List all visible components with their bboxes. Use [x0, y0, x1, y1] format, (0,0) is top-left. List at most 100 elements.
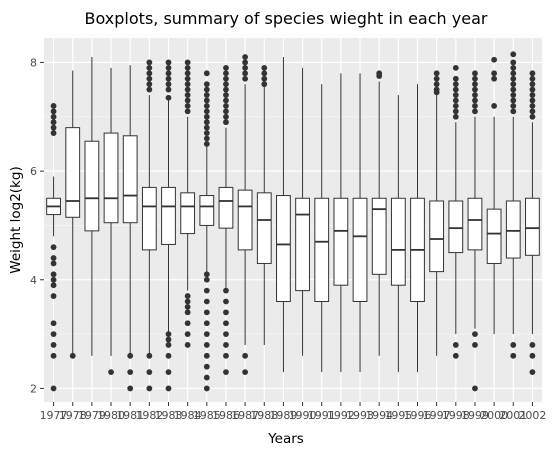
outlier-point	[261, 70, 268, 77]
outlier-point	[529, 113, 536, 120]
outlier-point	[203, 342, 210, 348]
outlier-point	[223, 309, 229, 316]
x-axis-ticks: 1977197819791980198119821983198419851986…	[40, 402, 546, 422]
outlier-point	[203, 97, 210, 104]
outlier-point	[529, 108, 536, 115]
outlier-point	[242, 352, 249, 359]
outlier-point	[433, 81, 440, 88]
outlier-point	[472, 86, 478, 93]
x-tick-label: 2000	[480, 409, 508, 422]
outlier-point	[510, 70, 517, 77]
x-tick-label: 1992	[327, 409, 355, 422]
outlier-point	[223, 86, 229, 93]
x-tick-label: 1989	[269, 409, 297, 422]
box-1993	[352, 73, 368, 373]
x-tick-label: 1997	[423, 409, 451, 422]
iqr-box	[122, 135, 138, 224]
x-tick-label: 1982	[135, 409, 163, 422]
outlier-point	[472, 385, 478, 392]
outlier-point	[127, 385, 134, 392]
box-1981	[122, 65, 138, 392]
outlier-point	[184, 81, 191, 88]
box-1977	[46, 103, 61, 392]
box-1978	[65, 70, 81, 359]
iqr-box	[448, 200, 464, 254]
outlier-point	[261, 75, 268, 82]
outlier-point	[184, 108, 191, 115]
iqr-box	[467, 197, 483, 251]
box-2002	[525, 70, 540, 376]
outlier-point	[50, 320, 57, 327]
iqr-box	[256, 192, 272, 264]
outlier-point	[529, 86, 536, 93]
outlier-point	[472, 103, 478, 109]
outlier-point	[203, 320, 210, 327]
box-1994	[371, 70, 387, 356]
iqr-box	[352, 197, 368, 302]
box-1996	[410, 84, 425, 373]
outlier-point	[510, 97, 517, 104]
box-1987	[237, 54, 253, 376]
iqr-box	[505, 200, 521, 259]
x-tick-label: 1980	[97, 409, 125, 422]
outlier-point	[184, 92, 191, 98]
iqr-box	[103, 132, 119, 224]
outlier-point	[491, 75, 498, 82]
outlier-point	[165, 342, 172, 348]
outlier-point	[50, 276, 57, 283]
outlier-point	[261, 81, 268, 88]
outlier-point	[472, 342, 478, 348]
outlier-point	[146, 81, 153, 88]
outlier-point	[203, 135, 210, 142]
outlier-point	[203, 103, 210, 109]
outlier-point	[242, 70, 249, 77]
outlier-point	[529, 75, 536, 82]
iqr-box	[371, 197, 387, 275]
outlier-point	[184, 64, 191, 71]
box-1985	[199, 70, 215, 392]
outlier-point	[510, 108, 517, 115]
outlier-point	[472, 75, 478, 82]
y-tick-label: 2	[30, 382, 37, 395]
outlier-point	[146, 352, 153, 359]
box-1997	[429, 70, 445, 356]
outlier-point	[452, 97, 459, 104]
outlier-point	[165, 59, 172, 66]
outlier-point	[433, 70, 440, 77]
outlier-point	[223, 342, 229, 348]
outlier-point	[165, 369, 172, 376]
box-1995	[390, 95, 406, 373]
x-tick-label: 1977	[40, 409, 68, 422]
x-axis-title: Years	[267, 431, 304, 447]
outlier-point	[223, 64, 229, 71]
iqr-box	[218, 186, 234, 229]
outlier-point	[510, 103, 517, 109]
iqr-box	[525, 197, 540, 256]
outlier-point	[50, 103, 57, 109]
outlier-point	[50, 130, 57, 136]
outlier-point	[50, 282, 57, 289]
outlier-point	[472, 70, 478, 77]
box-2000	[486, 56, 502, 335]
outlier-point	[223, 331, 229, 337]
x-tick-label: 1990	[289, 409, 317, 422]
box-series	[46, 51, 540, 392]
outlier-point	[165, 70, 172, 77]
x-tick-label: 1984	[174, 409, 202, 422]
outlier-point	[510, 352, 517, 359]
outlier-point	[452, 81, 459, 88]
outlier-point	[491, 56, 498, 63]
outlier-point	[184, 320, 191, 327]
outlier-point	[472, 92, 478, 98]
outlier-point	[184, 75, 191, 82]
iqr-box	[486, 208, 502, 264]
outlier-point	[203, 70, 210, 77]
y-axis-ticks: 2 4 6 8	[30, 56, 44, 395]
outlier-point	[452, 64, 459, 71]
outlier-point	[223, 352, 229, 359]
outlier-point	[146, 369, 153, 376]
box-1979	[84, 57, 100, 356]
outlier-point	[223, 113, 229, 120]
outlier-point	[529, 369, 536, 376]
outlier-point	[452, 75, 459, 82]
